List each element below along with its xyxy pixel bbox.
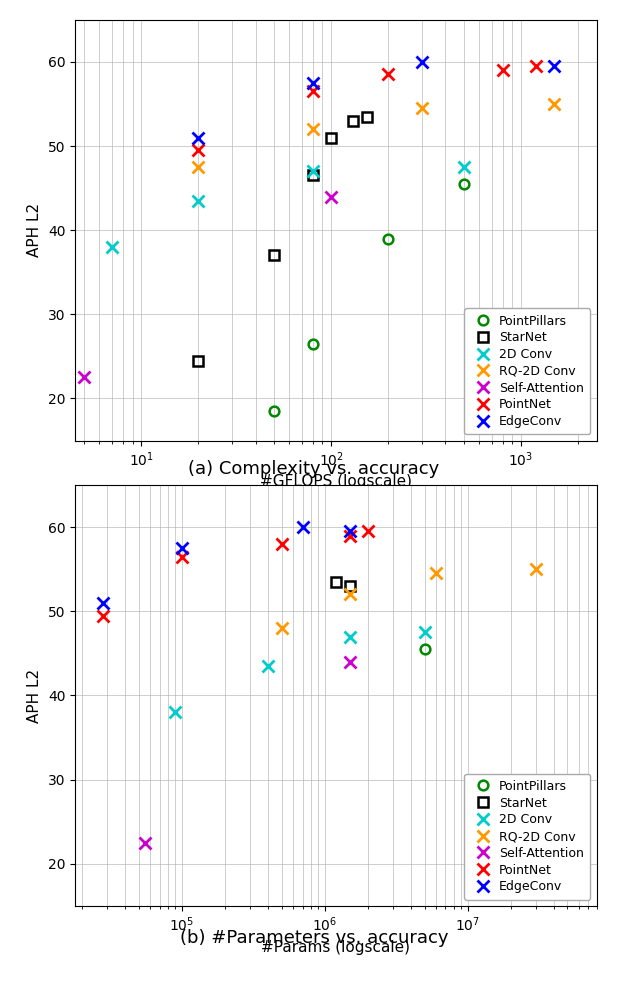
Legend: PointPillars, StarNet, 2D Conv, RQ-2D Conv, Self-Attention, PointNet, EdgeConv: PointPillars, StarNet, 2D Conv, RQ-2D Co…	[464, 773, 590, 900]
X-axis label: #GFLOPS (logscale): #GFLOPS (logscale)	[260, 474, 412, 489]
X-axis label: #Params (logscale): #Params (logscale)	[261, 940, 411, 954]
Y-axis label: APH L2: APH L2	[28, 668, 43, 723]
Legend: PointPillars, StarNet, 2D Conv, RQ-2D Conv, Self-Attention, PointNet, EdgeConv: PointPillars, StarNet, 2D Conv, RQ-2D Co…	[464, 308, 590, 435]
Text: (a) Complexity vs. accuracy: (a) Complexity vs. accuracy	[188, 460, 440, 478]
Y-axis label: APH L2: APH L2	[28, 203, 43, 257]
Text: (b) #Parameters vs. accuracy: (b) #Parameters vs. accuracy	[180, 929, 448, 946]
